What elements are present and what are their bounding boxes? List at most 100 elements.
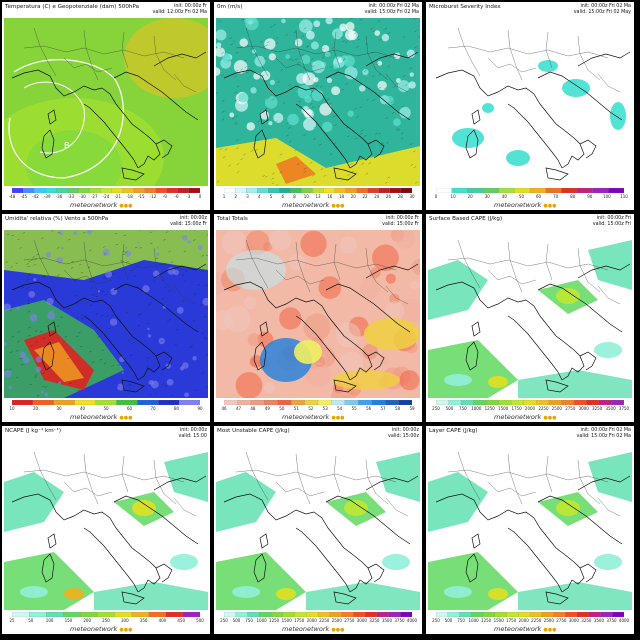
coastline-outline [223,51,419,181]
color-scale-swatch [63,612,81,617]
color-scale-swatch [188,188,200,193]
color-scale-tick-label: 4 [257,194,261,199]
color-scale-tick-label: 52 [308,406,314,411]
color-scale-swatch [398,400,412,405]
color-scale-tick-label: 250 [432,406,440,411]
color-scale-swatch [367,188,380,193]
color-scale-tick-label: 250 [220,618,228,623]
color-scale-swatch [541,612,554,617]
color-scale-tick-label: 2000 [306,618,317,623]
color-scale-tick-label: 57 [380,406,386,411]
color-scale-tick-label: 13 [315,194,321,199]
panel-ncape: NCAPE (J kg⁻¹ km⁻¹) init: 00:00z valid: … [2,426,210,634]
color-scale-tick-label: 50 [28,618,34,623]
color-scale-tick-label: 750 [459,406,467,411]
country-borders [447,451,621,517]
color-scale-swatch [341,612,354,617]
panel-valid-time: valid: 15:00z Fri [592,222,631,227]
color-scale-tick-label: -15 [137,194,145,199]
color-scale-tick-label: 1250 [269,618,280,623]
color-scale-swatch [494,612,507,617]
color-scale-tick-label: 3750 [618,406,630,411]
panel-title: NCAPE (J kg⁻¹ km⁻¹) [5,428,62,434]
color-scale-swatch [511,400,525,405]
color-scale-swatch [436,400,449,405]
color-scale-swatch [97,612,115,617]
low-pressure-marker: B [64,141,70,150]
color-scale-tick-label: 49 [264,406,270,411]
color-scale-tick-label: 51 [293,406,299,411]
color-scale-tick-label: 1500 [493,618,504,623]
meteonetwork-logo: meteonetwork ●●● [70,413,133,421]
color-scale-tick-label: -18 [126,194,133,199]
color-scale-tick-label: 1500 [498,406,509,411]
color-scale-tick-label: 2000 [518,618,529,623]
color-scale-tick-label: -9 [162,194,167,199]
color-scale-tick-label: 6 [281,194,285,199]
color-scale-swatch [111,188,123,193]
color-scale-swatch [291,400,305,405]
color-scale-ticks: 46 47 48 49 50 51 52 53 54 55 56 57 58 59 [221,406,414,412]
color-scale-tick-label: 2500 [551,406,562,411]
color-scale-swatch [56,188,68,193]
color-scale-tick-label: -27 [90,194,98,199]
color-scale-swatch [529,188,547,193]
color-scale-tick-label: 250 [432,618,440,623]
color-scale-tick-label: 24 [374,194,380,199]
color-scale-tick-label: 350 [139,618,148,623]
color-scale-tick-label: 2250 [531,618,542,623]
color-scale-tick-label: 2750 [556,618,567,623]
panel-most-unstable-cape: Most Unstable CAPE (J/kg) init: 00:00z v… [214,426,422,634]
color-scale-tick-label: 750 [457,618,465,623]
color-scale-tick-label: 1500 [281,618,292,623]
coastline-outline [11,263,207,393]
color-scale-tick-label: 0 [198,194,202,199]
color-scale-swatch [467,188,484,193]
color-scale-swatch [234,188,247,193]
color-scale-swatch [264,400,279,405]
color-scale-swatch [53,400,76,405]
color-scale-swatch [45,188,57,193]
color-scale-swatch [224,188,236,193]
color-scale-swatch [371,400,386,405]
color-scale-swatch [523,400,537,405]
color-scale-swatch [611,400,624,405]
color-scale-tick-label: 10 [303,194,309,199]
color-scale-swatch [95,400,117,405]
color-scale-swatch [312,188,324,193]
color-scale-swatch [588,612,601,617]
panel-valid-time: valid: 15:00z Fri 02 Ma [576,434,631,439]
color-scale-bar [12,188,200,193]
color-scale-swatch [344,400,359,405]
color-scale-tick-label: 750 [245,618,253,623]
color-scale-swatch [80,612,98,617]
color-scale-tick-label: 8 [293,194,296,199]
color-scale-tick-label: 50 [518,194,524,199]
color-scale-tick-label: 55 [351,406,357,411]
color-scale-swatch [388,612,401,617]
color-scale-tick-label: 2 [234,194,238,199]
color-scale-tick-label: 1000 [471,406,482,411]
color-scale-swatch [235,612,248,617]
color-scale-swatch [389,188,402,193]
color-scale-swatch [133,188,146,193]
color-scale-swatch [565,612,578,617]
color-scale-swatch [473,400,487,405]
color-scale-swatch [282,612,295,617]
map-area [4,442,208,610]
color-scale-swatch [586,400,600,405]
panel-title: Umidita' relativa (%) Vento a 500hPa [5,216,109,222]
color-scale-tick-label: 100 [45,618,54,623]
color-scale-swatch [32,400,55,405]
color-scale-tick-label: 48 [250,406,256,411]
color-scale-ticks: 250 500 750 1000 1250 1500 1750 2000 2250 2500 275… [432,406,629,412]
color-scale-tick-label: 3250 [369,618,380,623]
color-scale-swatch [548,400,562,405]
color-scale-tick-label: 53 [322,406,328,411]
color-scale-swatch [294,612,307,617]
color-scale-tick-label: 100 [603,194,611,199]
panel-title: Surface Based CAPE (J/kg) [429,216,503,222]
color-scale-swatch [12,400,34,405]
color-scale-swatch [447,612,460,617]
color-scale-tick-label: 60 [535,194,542,199]
